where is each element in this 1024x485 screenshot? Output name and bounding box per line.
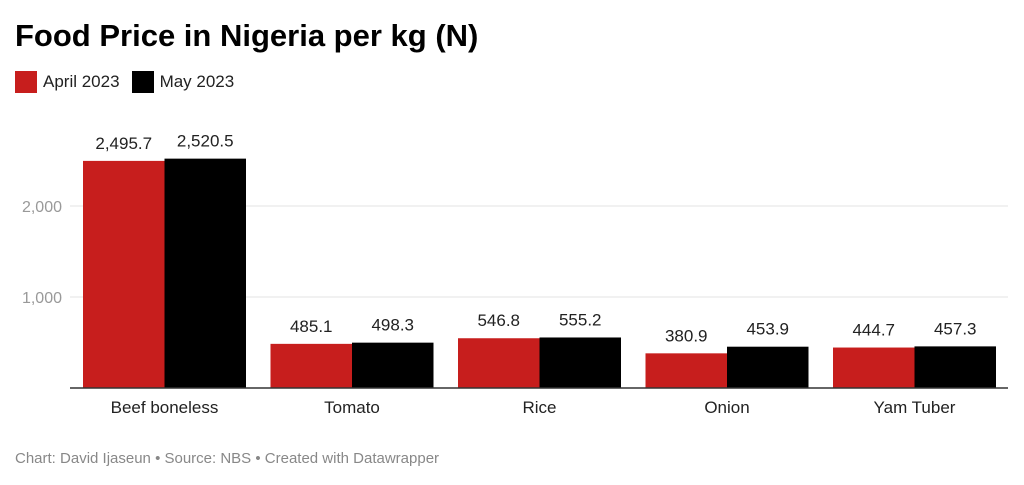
bar-april [833,347,915,388]
bar-may [352,342,434,388]
bar-april [270,343,352,388]
data-label: 453.9 [746,320,789,339]
chart-title: Food Price in Nigeria per kg (N) [15,18,479,53]
footer-credit: Chart: David Ijaseun • Source: NBS • Cre… [15,450,440,467]
legend-item-april: April 2023 [15,71,120,93]
x-tick-label: Tomato [324,398,380,417]
data-label: 457.3 [934,319,977,338]
legend-label-may: May 2023 [159,72,235,91]
bar-april [83,160,165,388]
bar-may [164,158,246,388]
bar-april [458,338,540,388]
y-tick-label: 1,000 [22,290,62,307]
bar-may [539,337,621,388]
legend: April 2023 May 2023 [15,71,246,93]
data-label: 2,520.5 [177,132,234,151]
bar-may [727,346,809,388]
legend-item-may: May 2023 [131,71,235,93]
data-label: 2,495.7 [95,134,152,153]
x-tick-label: Beef boneless [111,398,219,417]
data-label: 444.7 [852,321,895,340]
legend-label-april: April 2023 [43,72,120,91]
bar-may [914,346,996,388]
data-label: 555.2 [559,310,602,329]
legend-swatch-april [15,71,37,93]
data-label: 498.3 [371,316,414,335]
data-label: 546.8 [477,311,520,330]
x-tick-label: Rice [522,398,556,417]
bar-april [645,353,727,388]
data-label: 485.1 [290,317,333,336]
legend-swatch-may [131,71,154,93]
x-tick-label: Yam Tuber [874,398,956,417]
data-label: 380.9 [665,326,708,345]
y-tick-label: 2,000 [22,199,62,216]
x-tick-label: Onion [704,398,749,417]
